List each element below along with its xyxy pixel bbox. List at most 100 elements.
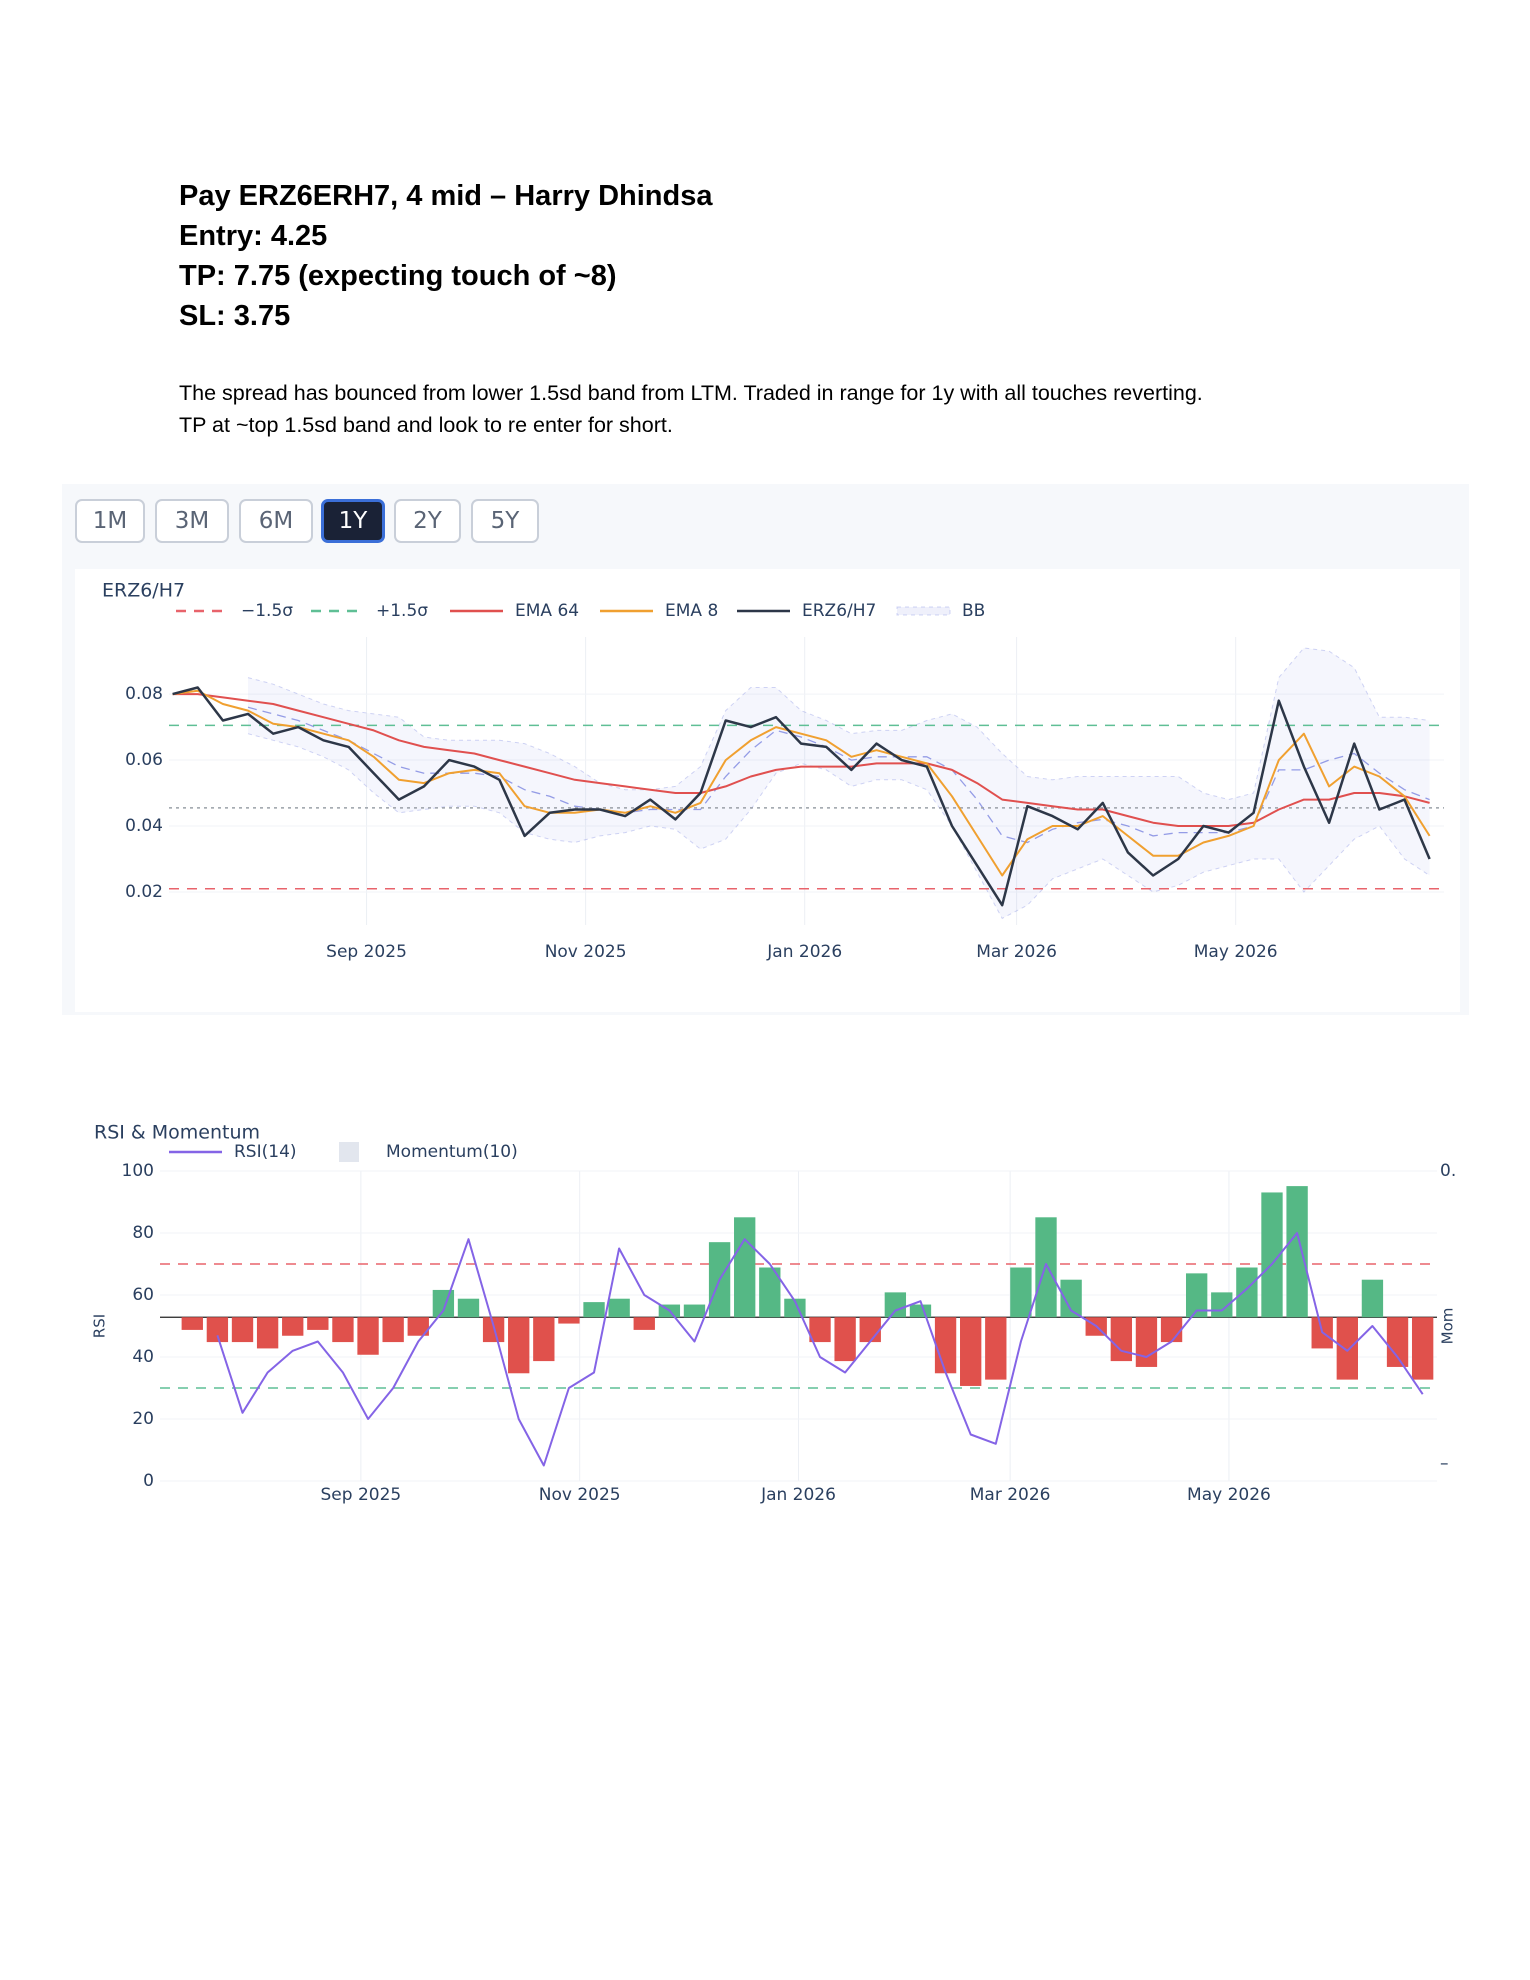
legend-label: EMA 64 [515,601,579,621]
y-tick-label: 40 [132,1347,154,1367]
series-line [172,686,1431,907]
momentum-bar [332,1317,354,1343]
momentum-bar [1135,1317,1158,1367]
x-tick-label: Sep 2025 [326,942,407,962]
momentum-bar [357,1317,379,1355]
momentum-bar [1060,1279,1082,1318]
series-line [216,1232,1424,1467]
momentum-bar [1336,1317,1358,1380]
x-tick-label: Jan 2026 [760,1485,836,1505]
legend-label: Momentum(10) [386,1142,518,1162]
legend-swatch [896,606,951,616]
band-mid [247,706,1430,844]
header-line: TP: 7.75 (expecting touch of ~8) [179,260,617,292]
y2-tick-label: – [1440,1453,1449,1473]
momentum-bar [282,1317,304,1336]
momentum-bar [884,1292,907,1318]
momentum-bar [1361,1279,1384,1318]
y-tick-label: 0 [143,1471,154,1491]
range-button[interactable]: 1M [75,499,145,543]
momentum-bar [1261,1192,1283,1318]
momentum-bar [1386,1317,1409,1367]
momentum-bar [1035,1217,1057,1318]
band-area [248,647,1430,919]
range-button[interactable]: 6M [239,499,313,543]
x-tick-label: Mar 2026 [976,942,1057,962]
momentum-bar [909,1304,932,1318]
series-line [172,693,1430,827]
chart-title: ERZ6/H7 [102,580,185,602]
momentum-bar [759,1267,781,1318]
range-button[interactable]: 1Y [321,499,385,543]
momentum-bar [256,1317,279,1349]
momentum-bar [1110,1317,1133,1362]
range-button[interactable]: 2Y [394,499,461,543]
momentum-bar [809,1317,831,1343]
x-tick-label: May 2026 [1194,942,1278,962]
y-tick-label: 60 [132,1285,154,1305]
momentum-bar [407,1317,429,1336]
momentum-bar [1160,1317,1183,1343]
legend-label: BB [962,601,985,621]
legend-label: −1.5σ [241,601,293,621]
y2-axis-title: Mom [1439,1308,1457,1345]
momentum-bar [533,1317,555,1362]
legend-swatch [339,1142,359,1162]
momentum-bar [558,1317,580,1324]
legend-label: EMA 8 [665,601,718,621]
momentum-bar [834,1317,856,1362]
x-tick-label: Nov 2025 [539,1485,621,1505]
momentum-bar [683,1304,706,1318]
header-line: Pay ERZ6ERH7, 4 mid – Harry Dhindsa [179,180,713,212]
y-axis-title: RSI [91,1314,109,1338]
momentum-bar [1236,1267,1258,1318]
momentum-bar [583,1302,605,1318]
momentum-bar [1185,1273,1208,1318]
range-button[interactable]: 5Y [471,499,539,543]
momentum-bar [608,1298,630,1318]
chart-title: RSI & Momentum [94,1122,260,1144]
x-tick-label: Jan 2026 [766,942,842,962]
momentum-bar [985,1317,1007,1380]
momentum-bar [231,1317,254,1343]
y-tick-label: 0.02 [125,882,163,902]
y-tick-label: 80 [132,1223,154,1243]
momentum-bar [457,1298,480,1318]
momentum-bar [1286,1186,1308,1318]
y-tick-label: 100 [122,1161,154,1181]
momentum-bar [432,1289,455,1318]
momentum-bar [181,1317,203,1330]
momentum-bar [859,1317,881,1343]
plot-panel [75,569,1460,1012]
momentum-bar [960,1317,982,1386]
band-edge [247,647,1430,801]
body-line: The spread has bounced from lower 1.5sd … [179,381,1203,405]
body-line: TP at ~top 1.5sd band and look to re ent… [179,413,673,437]
x-tick-label: Mar 2026 [970,1485,1051,1505]
legend-label: RSI(14) [234,1142,297,1162]
momentum-bar [206,1317,229,1343]
x-tick-label: May 2026 [1187,1485,1271,1505]
momentum-bar [734,1217,756,1318]
series-line [172,689,1431,877]
range-button[interactable]: 3M [155,499,229,543]
momentum-bar [633,1317,655,1330]
momentum-bar [1411,1317,1434,1380]
plot-panel [75,1109,1456,1531]
y-tick-label: 0.06 [125,750,163,770]
header-line: SL: 3.75 [179,300,291,332]
momentum-bar [934,1317,957,1374]
y-tick-label: 20 [132,1409,154,1429]
momentum-bar [382,1317,404,1343]
x-tick-label: Sep 2025 [321,1485,402,1505]
y-tick-label: 0.04 [125,816,163,836]
legend-label: +1.5σ [376,601,428,621]
y-tick-label: 0.08 [125,684,163,704]
momentum-bar [307,1317,329,1330]
x-tick-label: Nov 2025 [545,942,627,962]
legend-label: ERZ6/H7 [802,601,876,621]
header-line: Entry: 4.25 [179,220,328,252]
momentum-bar [1010,1267,1032,1318]
